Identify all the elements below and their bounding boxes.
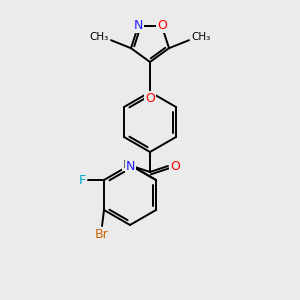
Text: O: O (170, 160, 180, 172)
Text: CH₃: CH₃ (90, 32, 109, 42)
Text: N: N (134, 19, 143, 32)
Text: F: F (79, 173, 86, 187)
Text: H: H (123, 160, 131, 170)
Text: O: O (157, 19, 167, 32)
Text: CH₃: CH₃ (191, 32, 210, 42)
Text: O: O (145, 92, 155, 104)
Text: Br: Br (95, 227, 109, 241)
Text: N: N (126, 160, 135, 173)
